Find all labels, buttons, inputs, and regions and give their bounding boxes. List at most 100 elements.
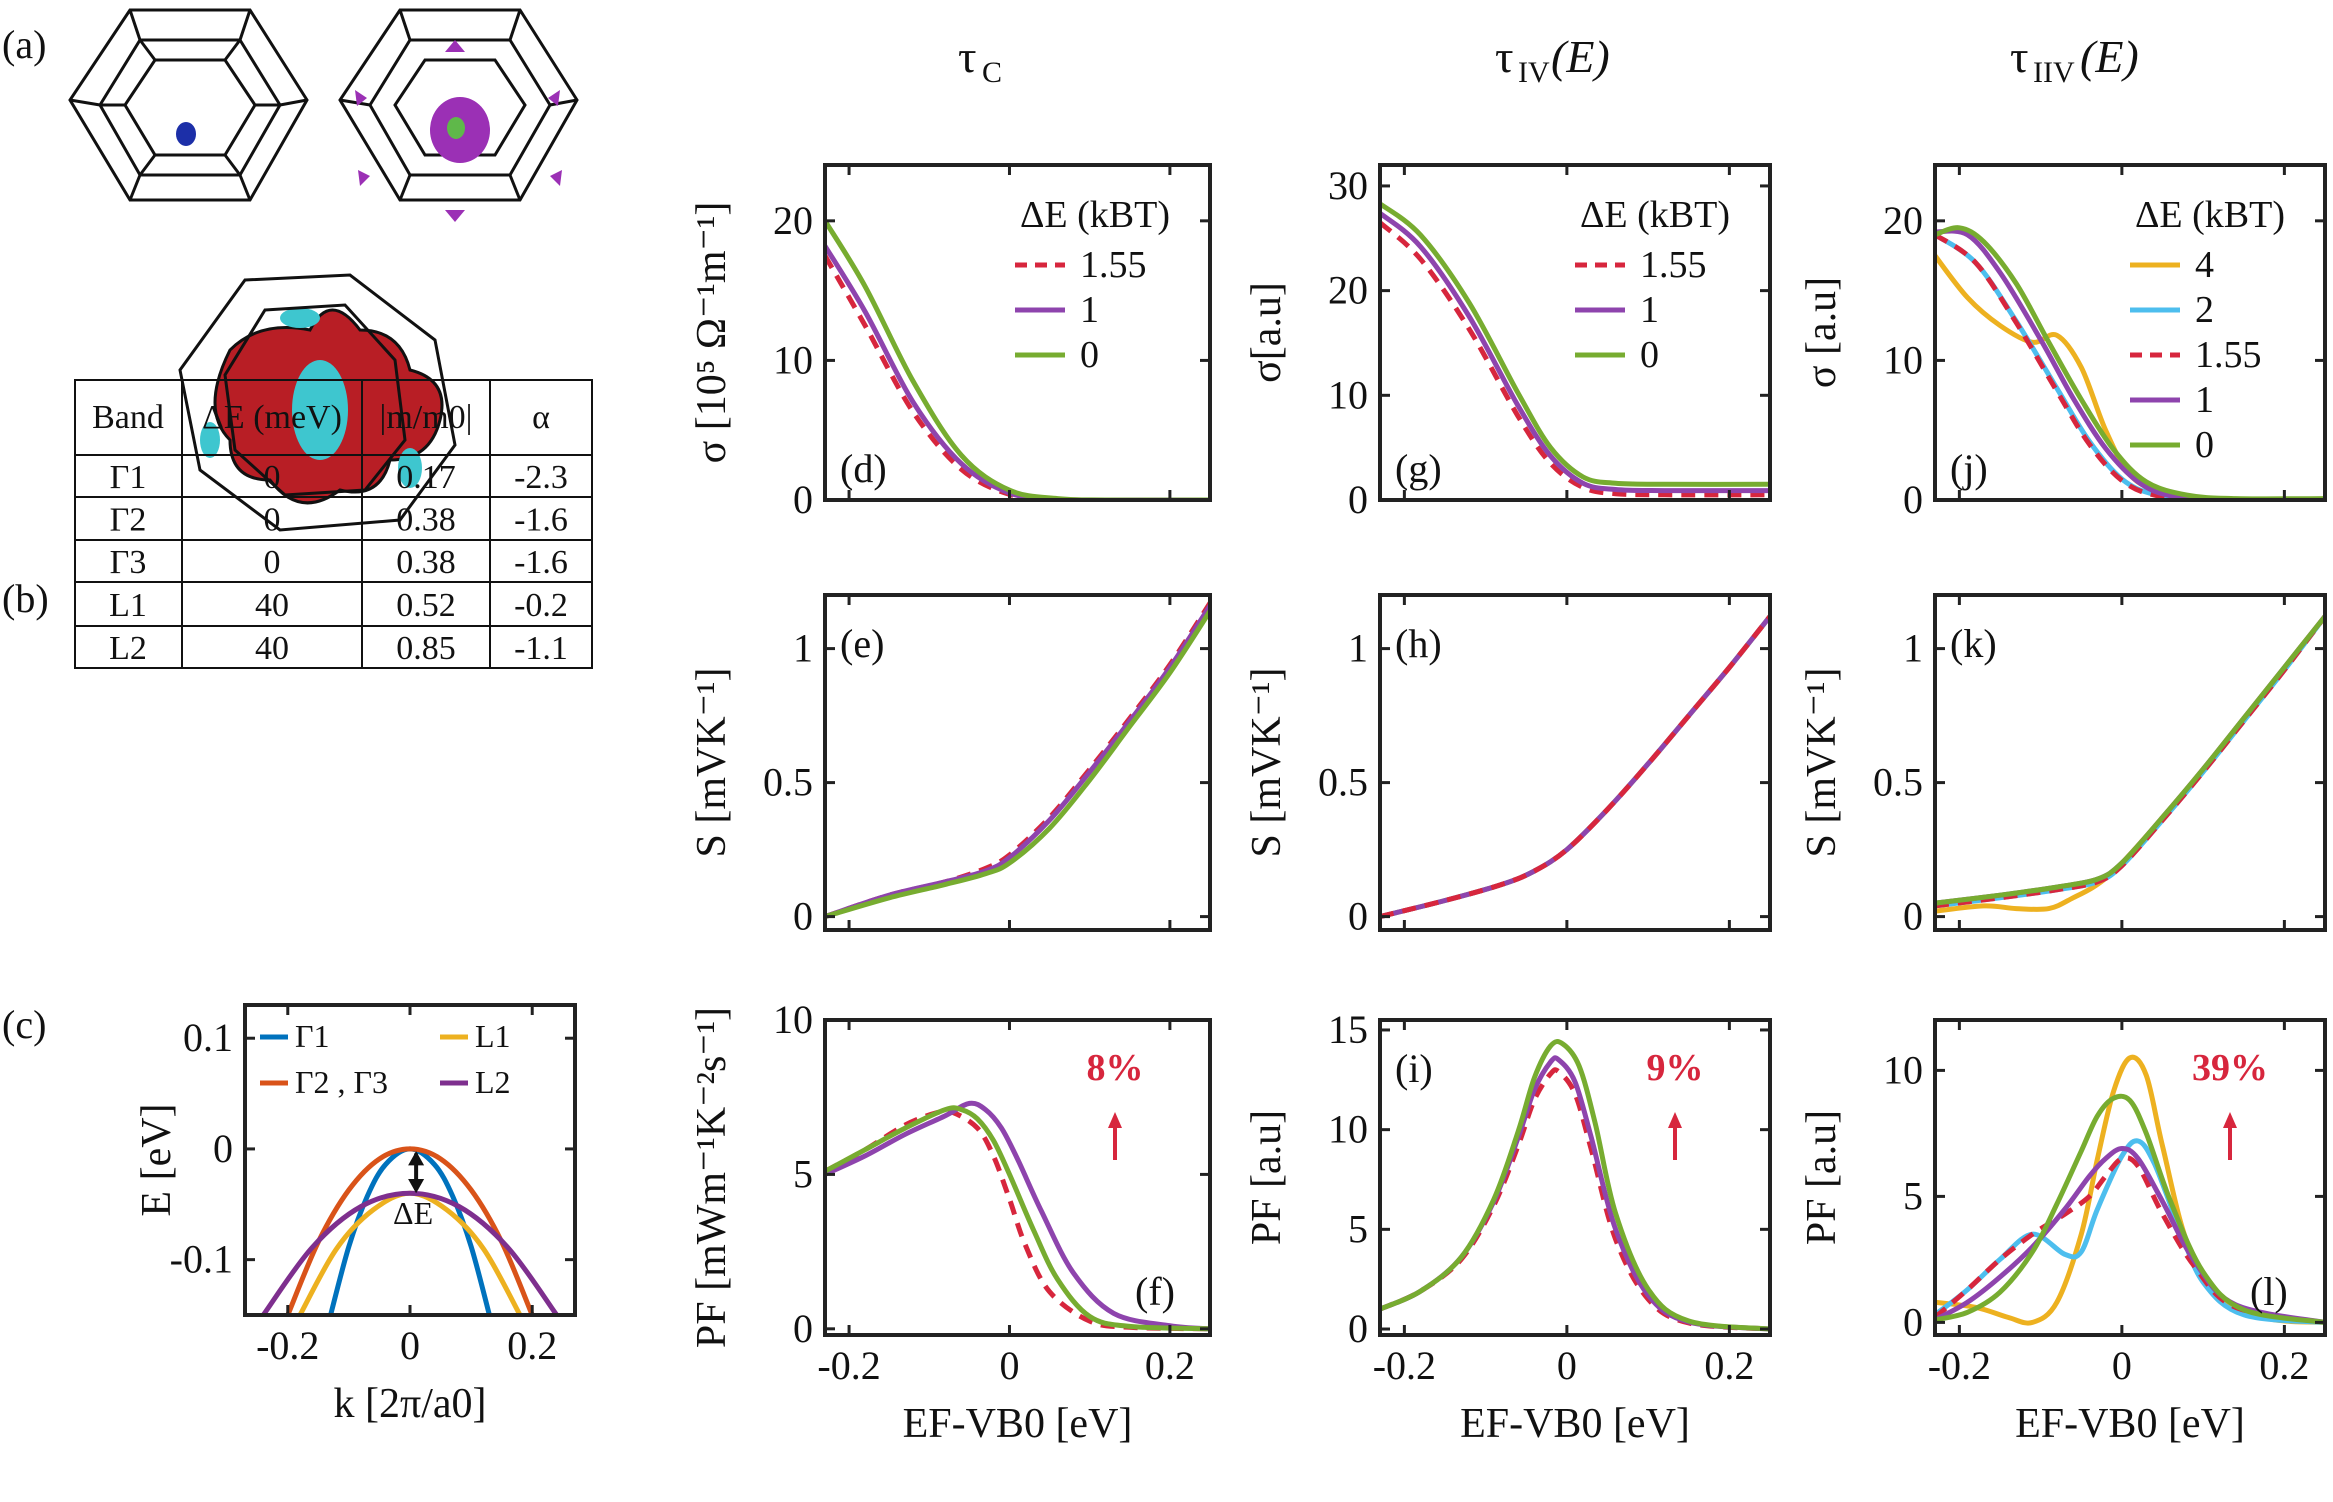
- band-table: Band ΔE (meV) |m/m0| α Γ1 0 0.17 -2.3 Γ2 0 0.38 -1.…: [74, 379, 593, 669]
- y-tick-label: 0: [1903, 894, 1923, 939]
- table-header-cell: ΔE (meV): [202, 399, 342, 436]
- legend-entry: L1: [475, 1018, 511, 1054]
- table-cell: Γ1: [110, 459, 147, 496]
- column-header-2: τ IV (E): [1495, 31, 1610, 89]
- table-cell: Γ3: [110, 544, 147, 581]
- y-tick-label: 10: [1328, 1107, 1368, 1152]
- y-tick-label: 0: [793, 894, 813, 939]
- gain-arrow-head: [1668, 1112, 1682, 1128]
- x-axis-label: k [2π/a0]: [334, 1381, 487, 1427]
- series-line-1.55: [825, 1108, 1210, 1332]
- y-tick-label: 0: [1348, 894, 1368, 939]
- delta-e-label: ΔE: [393, 1195, 433, 1231]
- axes-frame: [823, 1018, 1212, 1337]
- y-tick-label: 0.5: [1873, 760, 1923, 805]
- series-line-2: [1935, 232, 2325, 500]
- y-tick-label: 5: [1903, 1173, 1923, 1218]
- series-group: [260, 1146, 560, 1315]
- gain-annotation: 39%: [2192, 1047, 2268, 1089]
- series-line-1.55: [1935, 232, 2325, 500]
- y-tick-label: 0: [1348, 1306, 1368, 1351]
- legend-entry: 2: [2195, 289, 2214, 331]
- label-b: (b): [2, 576, 49, 621]
- legend-entry: 1.55: [2195, 334, 2262, 376]
- series-group: [1935, 225, 2325, 500]
- y-tick-label: 15: [1328, 1007, 1368, 1052]
- col3-tau: τ: [2010, 31, 2029, 82]
- legend-title: ΔE (kBT): [1020, 194, 1170, 236]
- y-tick-label: 10: [1883, 1047, 1923, 1092]
- table-cell: -1.1: [514, 630, 568, 667]
- series-line-1.55: [825, 254, 1210, 500]
- axes-frame: [1933, 163, 2327, 502]
- y-axis-label: S [mVK⁻¹]: [689, 668, 735, 858]
- legend-entry: 1: [2195, 379, 2214, 421]
- col3-e: (E): [2080, 31, 2139, 82]
- x-tick-label: 0.2: [2259, 1343, 2309, 1388]
- legend-entry: 1: [1080, 289, 1099, 331]
- panel-label: (l): [2250, 1269, 2288, 1314]
- panel-label: (g): [1395, 446, 1442, 491]
- series-line-1: [328, 1146, 492, 1315]
- series-group: [1935, 613, 2325, 914]
- y-tick-label: 0.5: [1318, 760, 1368, 805]
- y-tick-label: -0.1: [170, 1237, 233, 1282]
- table-cell: 0.38: [396, 544, 456, 581]
- gain-annotation: 9%: [1647, 1047, 1704, 1089]
- y-axis-label: σ[a.u]: [1244, 282, 1290, 383]
- panel-h: 0 0.5 1 S [mVK⁻¹] (h): [1244, 593, 1772, 939]
- panel-c: -0.1 0 0.1 -0.2 0 0.2 E [eV] k [2π/a0] Γ1 Γ2 , Γ3…: [134, 1003, 577, 1427]
- y-axis-label: S [mVK⁻¹]: [1799, 668, 1845, 858]
- table-cell: 0: [264, 459, 281, 496]
- axes-frame: [1378, 1018, 1772, 1337]
- axes-frame: [1933, 593, 2327, 932]
- y-tick-label: 5: [793, 1151, 813, 1196]
- panel-label: (e): [840, 621, 884, 666]
- y-tick-label: 20: [773, 198, 813, 243]
- table-cell: L1: [109, 587, 147, 624]
- series-line-1: [825, 1100, 1210, 1332]
- y-tick-label: 0: [793, 477, 813, 522]
- y-axis-label: E [eV]: [134, 1103, 180, 1216]
- y-tick-label: 20: [1328, 268, 1368, 313]
- x-axis-label: EF-VB0 [eV]: [1460, 1401, 1690, 1447]
- series-line-1.55: [1380, 220, 1770, 498]
- axes-frame: [1378, 593, 1772, 932]
- table-cell: -2.3: [514, 459, 568, 496]
- x-tick-label: 0.2: [1704, 1343, 1754, 1388]
- series-group: [1380, 613, 1770, 920]
- x-tick-label: 0.2: [507, 1323, 557, 1368]
- x-tick-label: 0: [1557, 1343, 1577, 1388]
- series-line-0: [825, 1105, 1210, 1332]
- axes-frame: [823, 163, 1212, 502]
- axes-frame: [1933, 1018, 2327, 1337]
- legend-entry: Γ1: [295, 1018, 330, 1054]
- series-line-23: [285, 1146, 535, 1315]
- series-line-0: [1380, 1039, 1770, 1332]
- table-header-cell: α: [532, 399, 550, 436]
- table-cell: -1.6: [514, 502, 568, 539]
- col1-sub: C: [982, 56, 1002, 89]
- y-axis-label: PF [a.u]: [1244, 1110, 1290, 1245]
- legend-entry: 1.55: [1080, 244, 1147, 286]
- table-cell: 40: [255, 587, 289, 624]
- x-axis-label: EF-VB0 [eV]: [2015, 1401, 2245, 1447]
- col2-sub: IV: [1518, 56, 1550, 89]
- brillouin-zone-1: [68, 8, 309, 202]
- y-axis-label: PF [mWm⁻¹K⁻²s⁻¹]: [689, 1007, 735, 1348]
- y-axis-label: PF [a.u]: [1799, 1110, 1845, 1245]
- series-group: [1935, 1054, 2325, 1326]
- gain-annotation: 8%: [1087, 1047, 1144, 1089]
- series-line-0: [1380, 201, 1770, 487]
- x-tick-label: -0.2: [817, 1343, 880, 1388]
- y-axis-label: S [mVK⁻¹]: [1244, 668, 1290, 858]
- label-c: (c): [2, 1002, 46, 1047]
- table-cell: L2: [109, 630, 147, 667]
- series-line-L2: [260, 1190, 560, 1315]
- y-tick-label: 0: [1903, 477, 1923, 522]
- y-tick-label: 30: [1328, 163, 1368, 208]
- legend-entry: 0: [2195, 424, 2214, 466]
